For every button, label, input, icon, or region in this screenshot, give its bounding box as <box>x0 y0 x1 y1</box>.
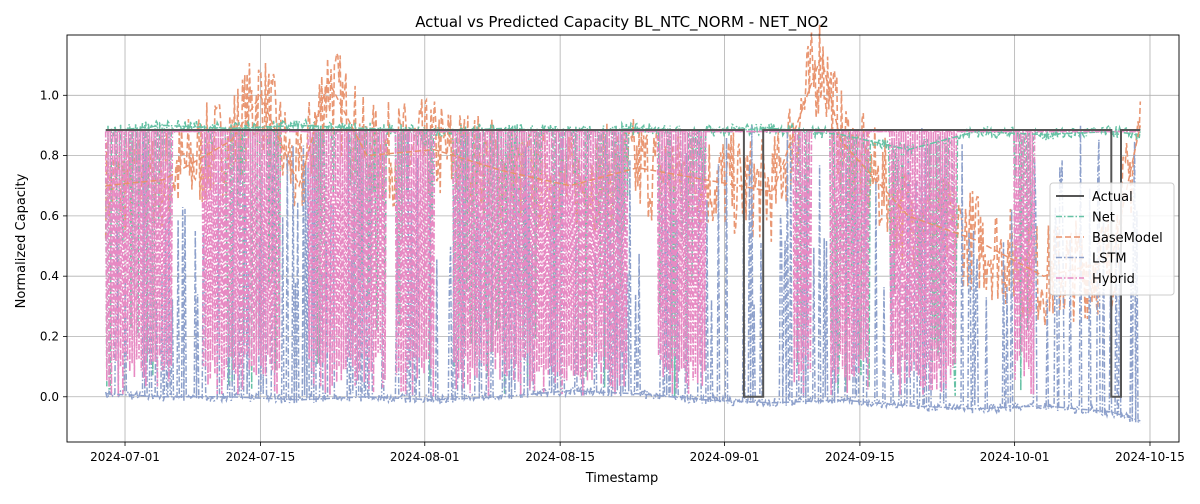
net-texture <box>104 117 1142 397</box>
y-tick-label: 0.8 <box>40 149 59 163</box>
x-tick-label: 2024-08-15 <box>525 450 595 464</box>
x-tick-label: 2024-09-15 <box>825 450 895 464</box>
axes-layer: 2024-07-01 2024-07-15 2024-08-01 2024-08-15… <box>40 34 1185 464</box>
x-tick-label: 2024-07-01 <box>90 450 160 464</box>
series-line-basemodel <box>105 53 1142 277</box>
x-tick-label: 2024-09-01 <box>690 450 760 464</box>
y-tick-label: 0.4 <box>40 269 59 283</box>
legend-label: LSTM <box>1092 252 1127 267</box>
legend-label: Net <box>1092 211 1115 226</box>
legend-box <box>1049 182 1175 296</box>
series-line-net <box>105 124 1141 151</box>
series-line-lstm <box>105 389 1141 422</box>
legend-label: Actual <box>1092 190 1133 205</box>
lstm-texture <box>104 125 1141 425</box>
plot-frame <box>66 34 1180 443</box>
y-tick-label: 0.2 <box>40 329 59 343</box>
x-tick-label: 2024-10-01 <box>980 450 1050 464</box>
x-tick-label: 2024-08-01 <box>390 450 460 464</box>
y-tick-label: 1.0 <box>40 88 59 102</box>
y-axis-title: Normalized Capacity <box>14 173 29 308</box>
legend: Actual Net BaseModel LSTM Hybrid <box>1049 182 1175 296</box>
y-tick-label: 0.6 <box>40 209 59 223</box>
oscillation-layer <box>104 24 1142 425</box>
legend-label: BaseModel <box>1092 231 1163 246</box>
x-tick-label: 2024-10-15 <box>1115 450 1185 464</box>
x-axis-title: Timestamp <box>585 471 659 486</box>
legend-label: Hybrid <box>1092 272 1135 287</box>
y-tick-label: 0.0 <box>40 390 59 404</box>
x-tick-label: 2024-07-15 <box>226 450 296 464</box>
hybrid-texture <box>104 130 1141 397</box>
chart-title: Actual vs Predicted Capacity BL_NTC_NORM… <box>415 13 829 32</box>
